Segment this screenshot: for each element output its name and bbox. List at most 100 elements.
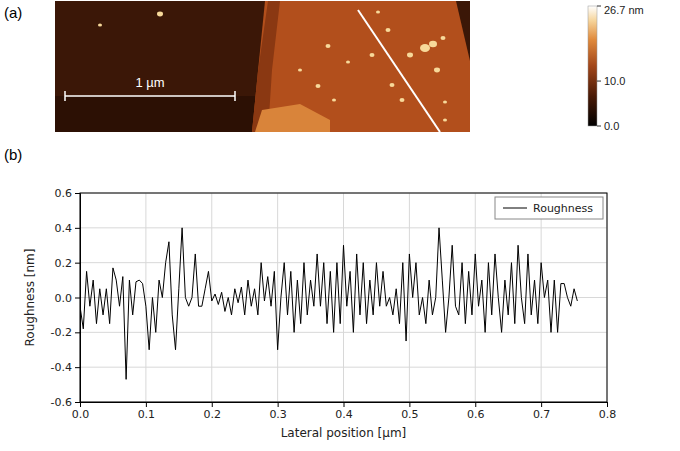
colorbar-label: 10.0 bbox=[604, 75, 625, 87]
grid-line bbox=[80, 332, 607, 333]
particle bbox=[370, 53, 375, 57]
plot-frame bbox=[80, 193, 607, 402]
particle bbox=[332, 98, 336, 101]
tick-label: 0.0 bbox=[72, 408, 90, 421]
particle bbox=[157, 12, 163, 17]
grid-line bbox=[80, 297, 607, 298]
line bbox=[80, 228, 577, 380]
tick-label: 0.7 bbox=[533, 408, 551, 421]
particle bbox=[400, 98, 405, 102]
particle bbox=[326, 44, 331, 48]
grid bbox=[80, 193, 607, 402]
legend-label: Roughness bbox=[533, 202, 593, 215]
tick: 0.0 bbox=[72, 402, 90, 421]
tick-mark bbox=[146, 402, 147, 407]
tick-label: 0.6 bbox=[55, 187, 73, 200]
tick-mark bbox=[541, 402, 542, 407]
tick: 0.6 bbox=[467, 402, 485, 421]
tick-label: 0.1 bbox=[138, 408, 156, 421]
afm-image bbox=[55, 1, 470, 132]
flake-fold bbox=[255, 104, 330, 132]
scale-bar-end bbox=[64, 91, 66, 101]
axis-line bbox=[81, 403, 608, 408]
particle bbox=[443, 100, 447, 103]
colorbar-tick bbox=[597, 6, 601, 7]
colorbar bbox=[588, 6, 597, 126]
tick: 0.5 bbox=[401, 402, 419, 421]
particle bbox=[386, 28, 391, 32]
tick-mark bbox=[75, 228, 80, 229]
tick: 0.6 bbox=[55, 187, 81, 200]
plot-area bbox=[80, 228, 577, 380]
tick: -0.6 bbox=[51, 396, 80, 409]
tick-label: -0.2 bbox=[51, 326, 72, 339]
scale-bar-label: 1 µm bbox=[135, 75, 164, 90]
x-axis-title: Lateral position [µm] bbox=[281, 426, 407, 440]
figure: (a)1 µm26.7 nm10.00.0(b)0.00.10.20.30.40… bbox=[0, 0, 680, 451]
particle bbox=[420, 44, 430, 52]
tick-mark bbox=[75, 332, 80, 333]
tick-label: 0.8 bbox=[599, 408, 617, 421]
tick-mark bbox=[75, 263, 80, 264]
tick: 0.3 bbox=[269, 402, 287, 421]
tick: -0.4 bbox=[51, 361, 80, 374]
particle bbox=[441, 36, 446, 40]
colorbar-tick bbox=[597, 81, 601, 82]
tick-label: 0.2 bbox=[55, 257, 73, 270]
panel-label: (b) bbox=[4, 146, 22, 163]
tick-mark bbox=[344, 402, 345, 407]
tick-mark bbox=[75, 193, 80, 194]
tick: -0.2 bbox=[51, 326, 80, 339]
scale-bar bbox=[65, 95, 235, 97]
legend-box bbox=[495, 197, 603, 219]
tick-label: 0.5 bbox=[401, 408, 419, 421]
flake bbox=[252, 1, 470, 132]
tick-label: -0.6 bbox=[51, 396, 72, 409]
tick-mark bbox=[409, 402, 410, 407]
tick-mark bbox=[75, 298, 80, 299]
particle bbox=[298, 68, 302, 71]
panel-label: (a) bbox=[4, 4, 22, 21]
x-axis: 0.0 0.1 0.2 0.3 0.4 0.5 0.6 0.7 0.8 bbox=[72, 402, 617, 421]
tick-mark bbox=[75, 402, 80, 403]
tick: 0.7 bbox=[533, 402, 551, 421]
particle bbox=[429, 41, 437, 47]
legend-swatch bbox=[503, 208, 527, 209]
profile-line bbox=[358, 10, 440, 132]
tick-label: -0.4 bbox=[51, 361, 72, 374]
tick: 0.4 bbox=[55, 222, 81, 235]
grid-line bbox=[80, 227, 607, 228]
colorbar-label: 0.0 bbox=[604, 120, 619, 132]
substrate bbox=[55, 1, 470, 132]
tick-mark bbox=[475, 402, 476, 407]
substrate-shade bbox=[55, 96, 255, 132]
tick-mark bbox=[607, 402, 608, 407]
tick: 0.8 bbox=[599, 402, 617, 421]
tick-mark bbox=[278, 402, 279, 407]
tick-label: 0.6 bbox=[467, 408, 485, 421]
tick: 0.4 bbox=[335, 402, 353, 421]
tick-label: 0.2 bbox=[204, 408, 222, 421]
particle bbox=[434, 68, 440, 73]
tick: 0.2 bbox=[204, 402, 222, 421]
grid-line bbox=[80, 367, 607, 368]
tick-mark bbox=[212, 402, 213, 407]
particle bbox=[316, 84, 321, 88]
particle bbox=[443, 118, 447, 121]
particle bbox=[390, 83, 395, 87]
particle bbox=[407, 53, 413, 58]
tick: 0.2 bbox=[55, 257, 81, 270]
tick-label: 0.0 bbox=[55, 292, 73, 305]
scale-bar-end bbox=[234, 91, 236, 101]
particle bbox=[346, 60, 350, 63]
y-axis-title: Roughness [nm] bbox=[23, 249, 37, 347]
colorbar-tick bbox=[597, 126, 601, 127]
axis-line bbox=[75, 194, 81, 403]
y-axis: -0.6 -0.4 -0.2 0.0 0.2 0.4 0.6 bbox=[51, 187, 81, 409]
tick-label: 0.3 bbox=[269, 408, 287, 421]
tick-label: 0.4 bbox=[55, 222, 73, 235]
colorbar-label: 26.7 nm bbox=[604, 4, 644, 16]
tick: 0.1 bbox=[138, 402, 156, 421]
tick: 0.0 bbox=[55, 292, 81, 305]
tick-mark bbox=[75, 367, 80, 368]
